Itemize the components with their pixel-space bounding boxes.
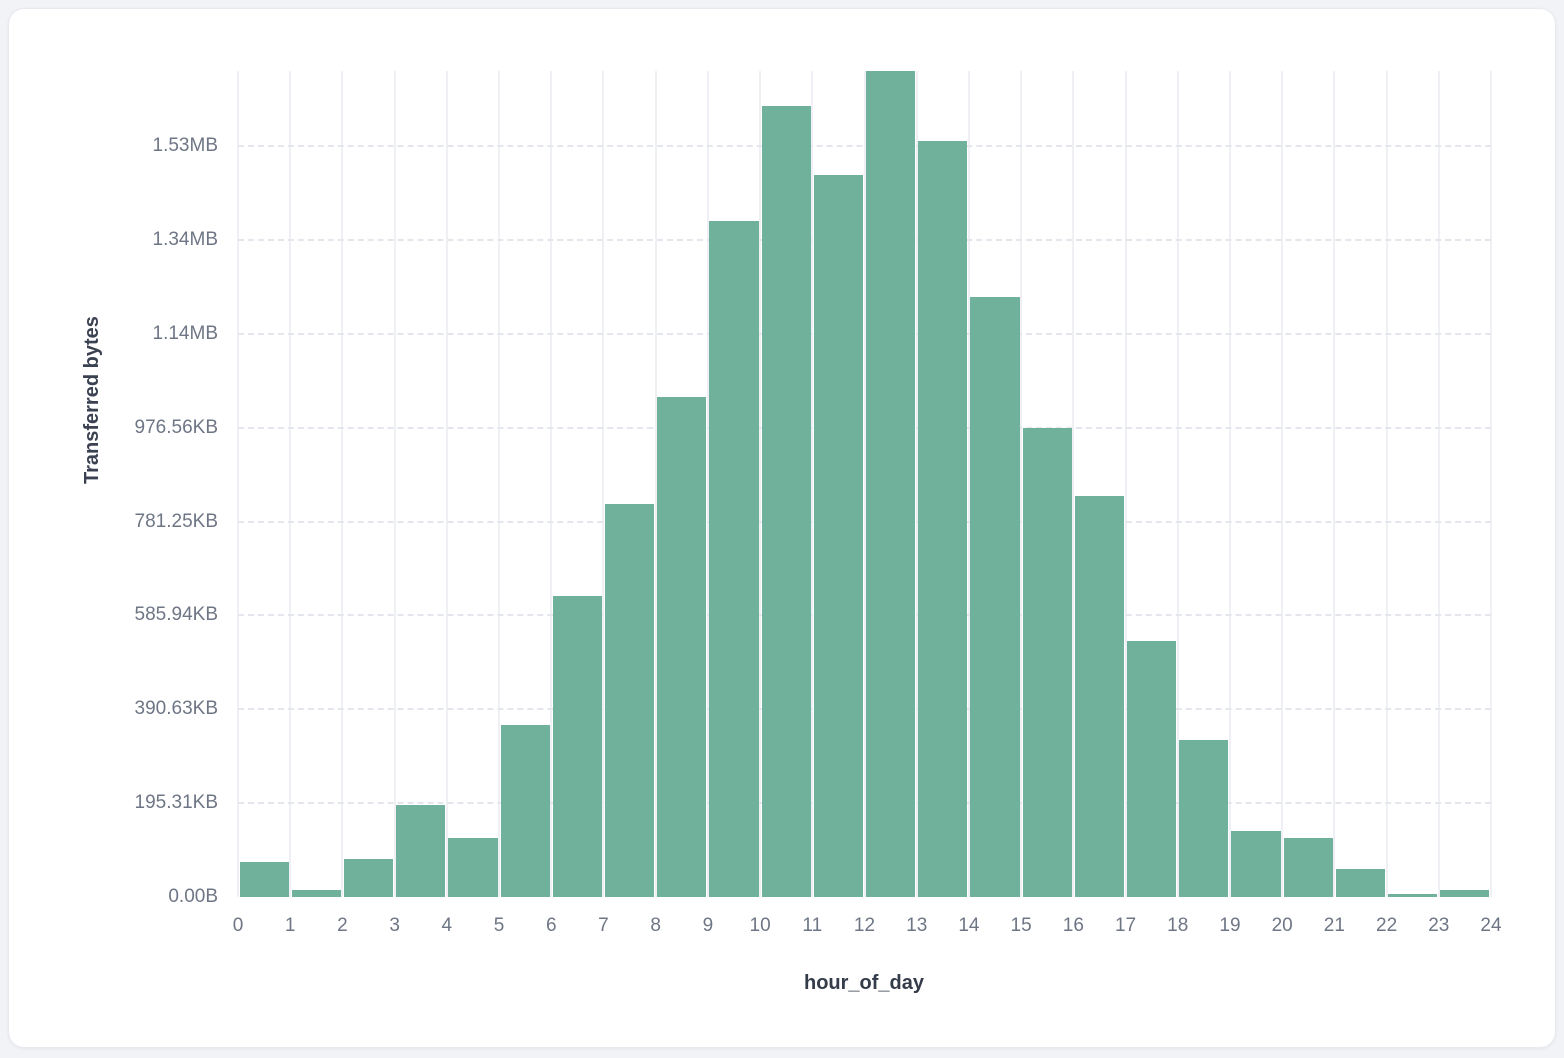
x-tick-label: 15 (1010, 915, 1032, 936)
bar-hour-9[interactable] (709, 221, 759, 897)
bar-hour-2[interactable] (343, 859, 394, 897)
bar-hour-21[interactable] (1335, 869, 1386, 897)
x-tick-label: 5 (493, 915, 505, 936)
x-tick-label: 23 (1428, 915, 1450, 936)
v-gridline (706, 71, 709, 897)
bar-hour-17[interactable] (1127, 640, 1177, 897)
x-tick-label: 3 (389, 915, 400, 936)
x-tick-label: 2 (337, 915, 348, 936)
x-tick-label: 8 (650, 915, 661, 936)
bar-hour-18[interactable] (1179, 739, 1229, 897)
bar-hour-1[interactable] (291, 889, 341, 897)
bar-hour-3[interactable] (396, 805, 446, 897)
h-gridline (238, 332, 1491, 335)
x-tick-label: 6 (545, 915, 557, 936)
y-tick-label: 976.56KB (134, 416, 218, 438)
h-gridline (238, 708, 1491, 711)
bar-hour-10[interactable] (761, 106, 811, 897)
x-tick-label: 24 (1480, 915, 1502, 936)
y-tick-label: 0.00B (168, 886, 218, 907)
bar-hour-7[interactable] (604, 503, 655, 897)
y-tick-label: 585.94KB (134, 604, 218, 626)
h-gridline (238, 802, 1491, 805)
v-gridline (1333, 71, 1336, 897)
h-gridline (238, 145, 1491, 148)
v-gridline (289, 71, 292, 897)
v-gridline (602, 71, 605, 897)
v-gridline (550, 71, 553, 897)
y-axis-title: Transferred bytes (81, 316, 103, 484)
v-gridline (1020, 71, 1023, 897)
v-gridline (654, 71, 657, 897)
v-gridline (1124, 71, 1127, 897)
bar-hour-0[interactable] (239, 861, 289, 897)
v-gridline (1281, 71, 1284, 897)
x-tick-label: 19 (1219, 915, 1241, 936)
x-tick-label: 14 (958, 915, 980, 936)
v-gridline (967, 71, 970, 897)
bar-hour-16[interactable] (1074, 496, 1125, 897)
v-gridline (1490, 71, 1492, 897)
x-tick-label: 21 (1323, 915, 1345, 936)
v-gridline (759, 71, 762, 897)
v-gridline (341, 71, 344, 897)
y-tick-label: 781.25KB (134, 510, 218, 532)
v-gridline (393, 71, 396, 897)
h-gridline (238, 520, 1491, 523)
x-tick-label: 0 (232, 915, 244, 936)
x-tick-label: 12 (853, 915, 876, 936)
x-tick-label: 10 (749, 915, 771, 936)
x-tick-label: 17 (1114, 915, 1137, 936)
bar-hour-13[interactable] (918, 141, 968, 897)
bar-hour-8[interactable] (657, 397, 707, 897)
x-tick-label: 18 (1167, 915, 1189, 936)
bar-hour-12[interactable] (866, 71, 916, 897)
bar-hour-15[interactable] (1022, 427, 1072, 897)
v-gridline (915, 71, 918, 897)
x-axis-title: hour_of_day (803, 972, 925, 994)
v-gridline (1437, 71, 1440, 897)
v-gridline (1072, 71, 1075, 897)
h-gridline (238, 238, 1491, 241)
x-tick-label: 4 (441, 915, 453, 936)
bar-hour-19[interactable] (1231, 831, 1281, 897)
bar-hour-23[interactable] (1440, 890, 1490, 897)
v-gridline (445, 71, 448, 897)
x-tick-label: 11 (802, 915, 823, 936)
bar-hour-20[interactable] (1283, 838, 1333, 897)
x-tick-label: 22 (1376, 915, 1398, 936)
chart-card: Transferred bytes hour_of_day 0.00B 195.3… (8, 8, 1556, 1048)
bar-hour-11[interactable] (813, 174, 863, 897)
v-gridline (863, 71, 866, 897)
x-tick-label: 13 (906, 915, 928, 936)
bar-hour-6[interactable] (552, 596, 602, 897)
y-tick-label: 1.53MB (152, 135, 218, 157)
v-gridline (237, 71, 239, 897)
v-gridline (1385, 71, 1388, 897)
h-gridline (238, 426, 1491, 429)
v-gridline (1176, 71, 1179, 897)
v-gridline (1228, 71, 1231, 897)
v-gridline (811, 71, 814, 897)
x-tick-label: 7 (598, 915, 609, 936)
h-gridline (238, 614, 1491, 617)
bar-hour-5[interactable] (500, 724, 550, 897)
bar-hour-14[interactable] (970, 296, 1020, 897)
bar-hour-22[interactable] (1388, 894, 1438, 897)
x-tick-label: 16 (1062, 915, 1084, 936)
plot-area (237, 71, 1492, 897)
y-tick-label: 195.31KB (134, 792, 218, 814)
x-tick-label: 9 (702, 915, 714, 936)
x-tick-label: 1 (284, 915, 296, 936)
v-gridline (498, 71, 501, 897)
y-tick-label: 1.34MB (152, 228, 218, 250)
y-tick-label: 390.63KB (134, 698, 218, 720)
x-tick-label: 20 (1271, 915, 1293, 936)
y-tick-label: 1.14MB (152, 322, 218, 344)
bar-hour-4[interactable] (448, 838, 498, 897)
